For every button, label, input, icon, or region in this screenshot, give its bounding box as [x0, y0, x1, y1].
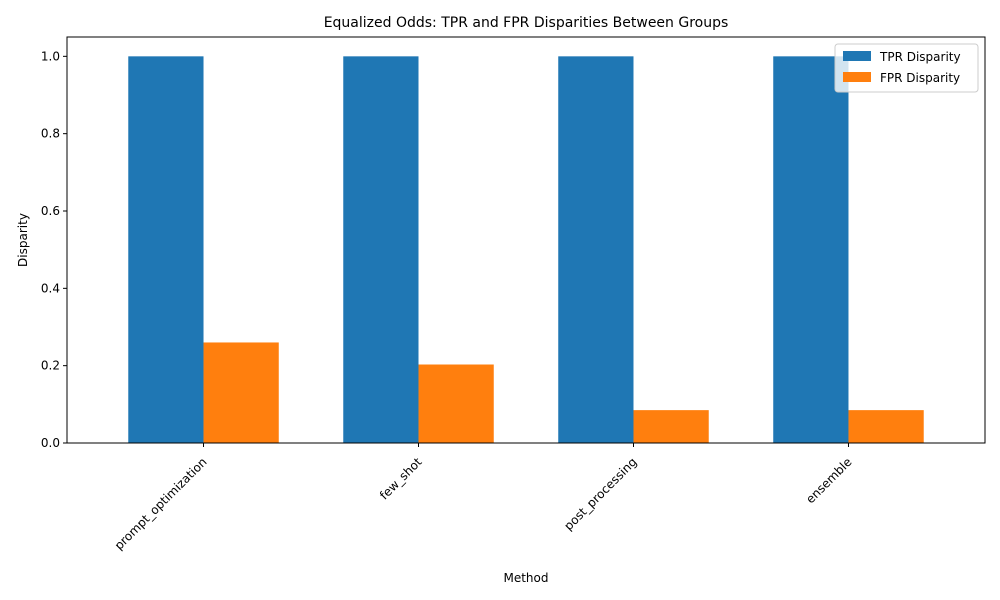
y-tick-label: 1.0	[41, 49, 60, 63]
y-axis: 0.0 0.2 0.4 0.6 0.8 1.0	[41, 49, 67, 450]
bar-fpr-prompt_optimization	[203, 342, 279, 443]
legend-label: TPR Disparity	[879, 50, 961, 64]
y-axis-label: Disparity	[16, 213, 30, 267]
bar-tpr-post_processing	[558, 56, 634, 443]
y-tick-label: 0.6	[41, 204, 60, 218]
x-tick-label: post_processing	[561, 455, 639, 533]
bar-tpr-prompt_optimization	[128, 56, 204, 443]
bar-tpr-few_shot	[343, 56, 419, 443]
y-tick-label: 0.0	[41, 436, 60, 450]
legend-label: FPR Disparity	[880, 71, 960, 85]
chart-title: Equalized Odds: TPR and FPR Disparities …	[324, 15, 729, 31]
bar-fpr-post_processing	[633, 410, 709, 443]
legend-swatch	[843, 72, 871, 82]
bar-fpr-few_shot	[418, 364, 494, 443]
y-tick-label: 0.2	[41, 359, 60, 373]
legend: TPR Disparity FPR Disparity	[834, 43, 979, 93]
x-tick-label: ensemble	[803, 455, 854, 506]
bar-tpr-ensemble	[773, 56, 849, 443]
x-tick-label: prompt_optimization	[112, 455, 210, 553]
y-tick-label: 0.4	[41, 281, 60, 295]
x-axis-label: Method	[503, 571, 548, 585]
y-tick-label: 0.8	[41, 127, 60, 141]
legend-swatch	[843, 51, 871, 61]
bar-fpr-ensemble	[848, 410, 924, 443]
x-axis: prompt_optimization few_shot post_processi…	[112, 443, 855, 553]
bars-layer	[128, 56, 924, 443]
plot-frame	[66, 36, 986, 444]
x-tick-label: few_shot	[377, 455, 425, 503]
